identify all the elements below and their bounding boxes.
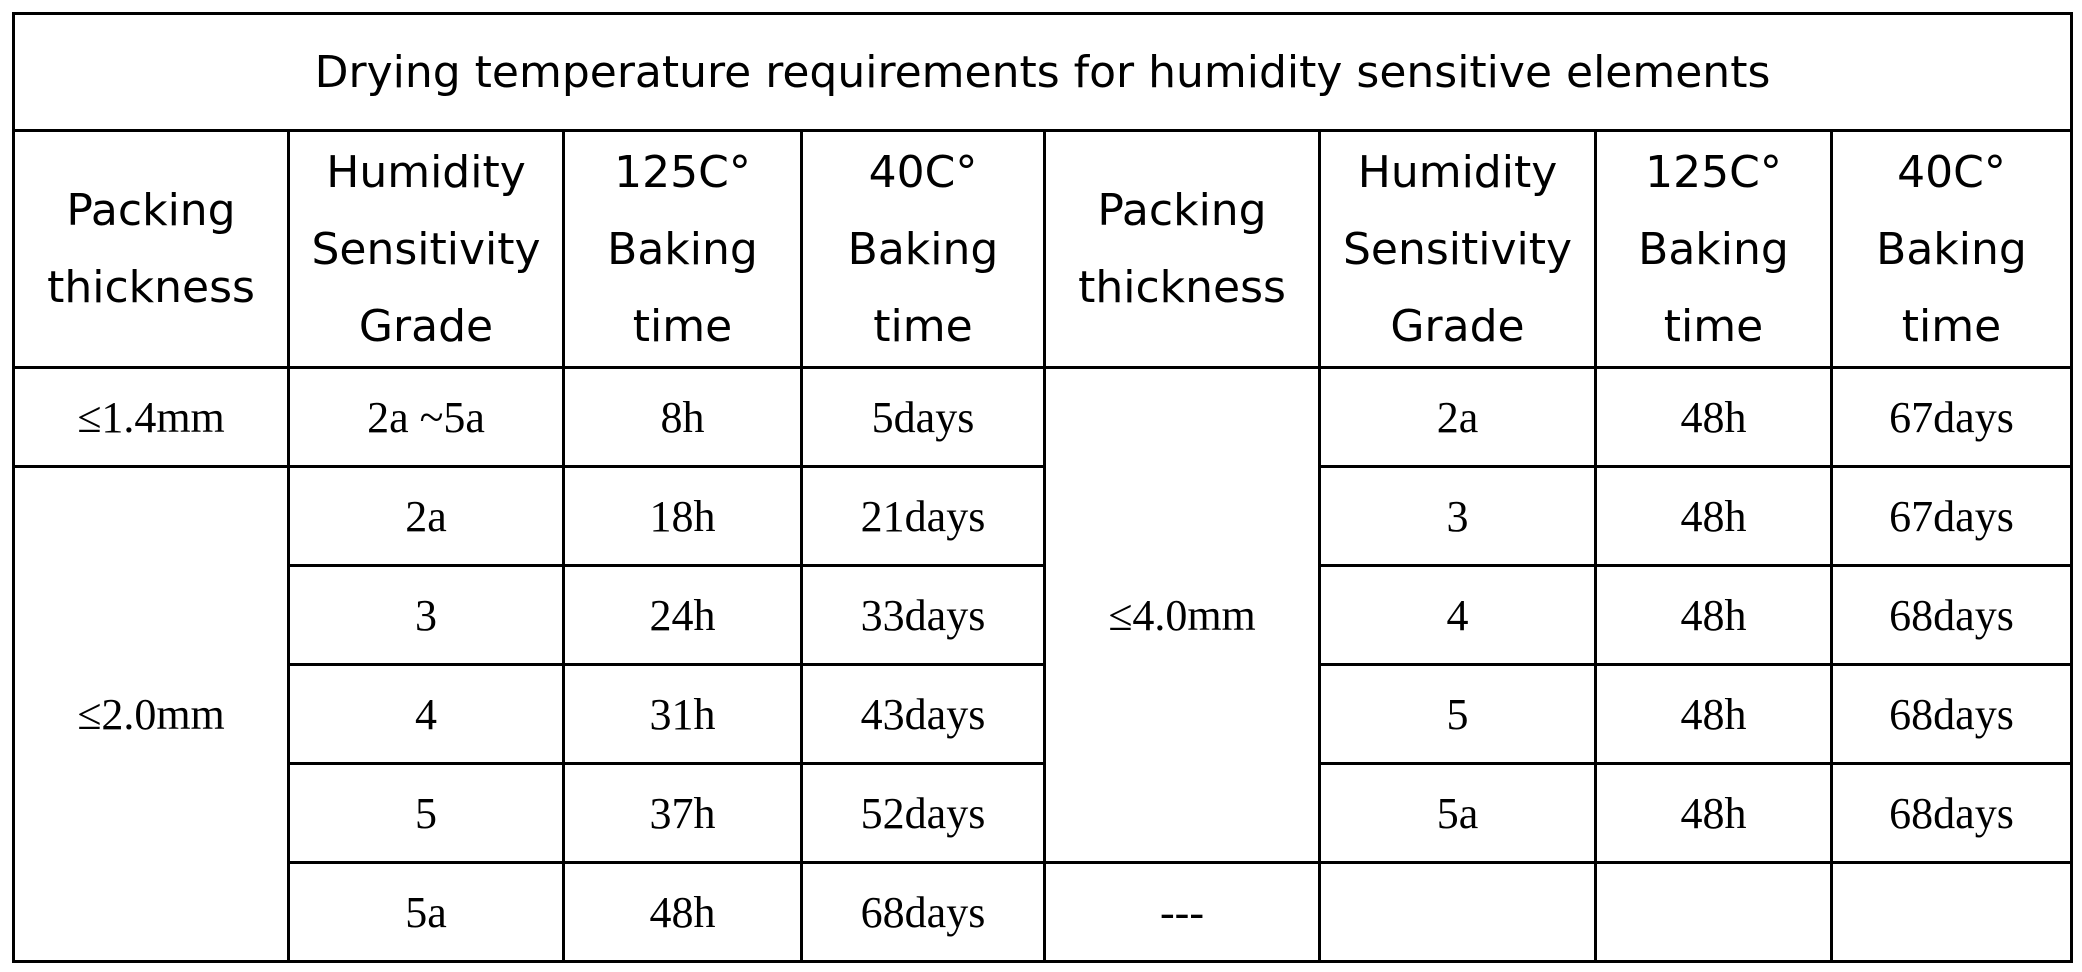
grade-cell: 2a [1318,366,1597,468]
grade-cell: 5 [1318,663,1597,765]
t40-cell: 68days [1830,762,2073,864]
t125-cell: 48h [1594,465,1833,567]
table-row: 5 37h 52days 5a 48h 68days [14,762,2073,864]
grade-cell: 5a [287,861,565,963]
table-row: ≤1.4mm 2a ~5a 8h 5days ≤4.0mm 2a 48h 67d… [12,366,2073,864]
grade-cell: 4 [1318,564,1597,666]
packing-thickness-cell: ≤2.0mm [12,465,290,963]
t125-cell: 8h [562,366,803,468]
table-row: ≤2.0mm 2a 18h 21days 3 48h 67days [12,465,2073,963]
t125-cell: 48h [1594,663,1833,765]
header-40c-baking-time: 40C° Baking time [800,129,1046,369]
t40-cell: 21days [800,465,1046,567]
t125-cell: 48h [1594,564,1833,666]
t40-cell: 5days [800,366,1046,468]
t125-cell: 48h [1594,366,1833,468]
drying-temperature-table: Drying temperature requirements for humi… [12,12,2073,963]
t40-cell: 33days [800,564,1046,666]
t40-cell: 68days [1830,564,2073,666]
t125-cell: 37h [562,762,803,864]
header-40c-baking-time: 40C° Baking time [1830,129,2073,369]
packing-thickness-cell: --- [1043,861,1321,963]
header-row: Packing thickness Humidity Sensitivity Grad… [12,129,2073,369]
header-humidity-grade: Humidity Sensitivity Grade [287,129,565,369]
empty-cell [1318,861,1597,963]
t125-cell: 48h [1594,762,1833,864]
header-humidity-grade: Humidity Sensitivity Grade [1318,129,1597,369]
t40-cell: 68days [1830,663,2073,765]
header-125c-baking-time: 125C° Baking time [562,129,803,369]
packing-thickness-cell: ≤1.4mm [12,366,290,468]
table-row: 5a 48h 68days --- [14,861,2073,963]
t125-cell: 31h [562,663,803,765]
t40-cell: 68days [800,861,1046,963]
empty-cell [1594,861,1833,963]
grade-cell: 3 [1318,465,1597,567]
t125-cell: 48h [562,861,803,963]
grade-cell: 4 [287,663,565,765]
grade-cell: 2a [287,465,565,567]
header-packing-thickness: Packing thickness [1043,129,1321,369]
header-125c-baking-time: 125C° Baking time [1594,129,1833,369]
grade-cell: 5a [1318,762,1597,864]
t40-cell: 67days [1830,366,2073,468]
t40-cell: 52days [800,762,1046,864]
t125-cell: 18h [562,465,803,567]
t40-cell: 67days [1830,465,2073,567]
packing-thickness-cell: ≤4.0mm [1043,366,1321,864]
grade-cell: 3 [287,564,565,666]
table-title: Drying temperature requirements for humi… [12,12,2073,132]
grade-cell: 2a ~5a [287,366,565,468]
table-row: 4 31h 43days 5 48h 68days [14,663,2073,765]
grade-cell: 5 [287,762,565,864]
t40-cell: 43days [800,663,1046,765]
header-packing-thickness: Packing thickness [12,129,290,369]
t125-cell: 24h [562,564,803,666]
table-row: 3 24h 33days 4 48h 68days [14,564,2073,666]
empty-cell [1830,861,2073,963]
